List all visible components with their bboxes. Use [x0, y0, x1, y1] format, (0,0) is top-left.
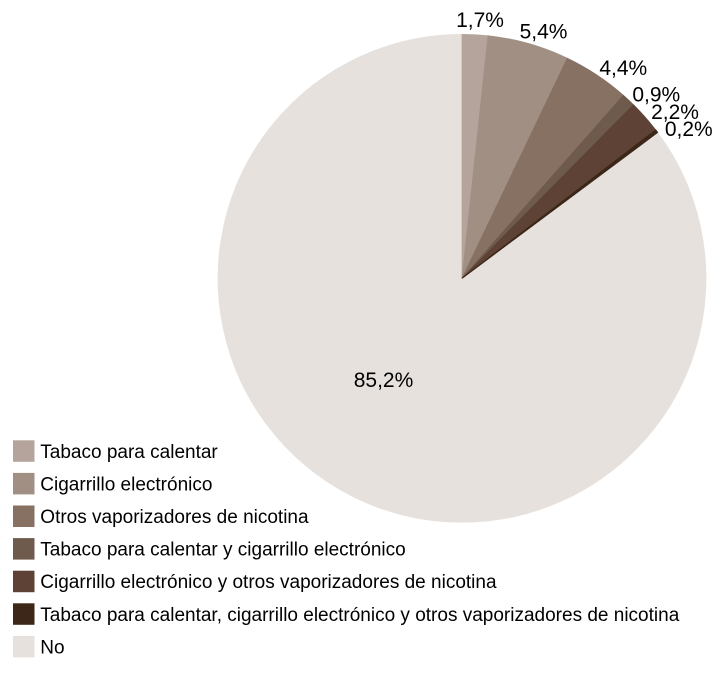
svg-text:Tabaco para calentar, cigarril: Tabaco para calentar, cigarrillo electró…: [40, 605, 679, 626]
svg-text:Tabaco para calentar: Tabaco para calentar: [40, 442, 218, 463]
svg-text:Tabaco para calentar y cigarri: Tabaco para calentar y cigarrillo electr…: [40, 540, 405, 561]
svg-text:0,2%: 0,2%: [665, 118, 713, 141]
svg-text:Cigarrillo electrónico: Cigarrillo electrónico: [40, 475, 212, 496]
svg-text:0,9%: 0,9%: [632, 83, 680, 106]
svg-text:No: No: [40, 638, 64, 659]
svg-text:5,4%: 5,4%: [520, 20, 568, 43]
svg-text:Cigarrillo electrónico y otros: Cigarrillo electrónico y otros vaporizad…: [40, 572, 497, 593]
svg-text:2,2%: 2,2%: [651, 101, 699, 124]
svg-text:85,2%: 85,2%: [354, 369, 414, 392]
svg-text:Otros vaporizadores de nicotin: Otros vaporizadores de nicotina: [40, 507, 309, 528]
svg-text:1,7%: 1,7%: [456, 9, 504, 32]
svg-text:4,4%: 4,4%: [599, 57, 647, 80]
